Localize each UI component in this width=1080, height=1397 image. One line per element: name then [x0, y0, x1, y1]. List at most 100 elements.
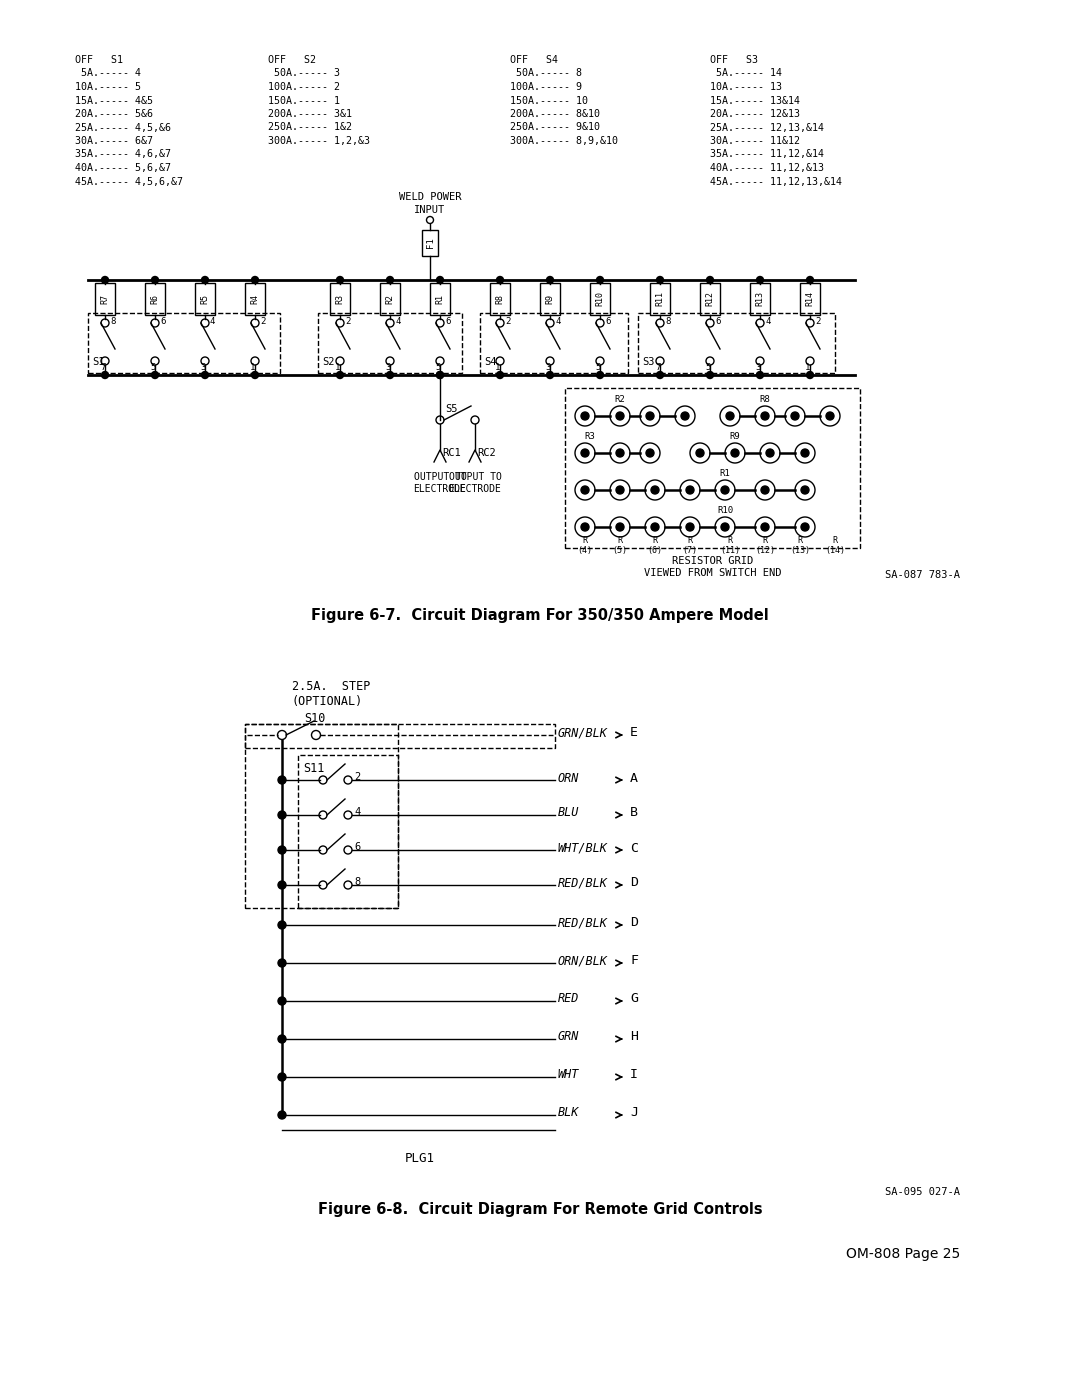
Circle shape	[791, 412, 799, 420]
Circle shape	[766, 448, 774, 457]
Circle shape	[278, 1111, 286, 1119]
Circle shape	[278, 921, 286, 929]
Text: 10A.----- 13: 10A.----- 13	[710, 82, 782, 92]
Text: 2: 2	[345, 317, 350, 327]
Text: 15A.----- 13&14: 15A.----- 13&14	[710, 95, 800, 106]
Circle shape	[657, 277, 663, 284]
Text: 2: 2	[505, 317, 511, 327]
Circle shape	[278, 958, 286, 967]
Text: 6: 6	[160, 317, 165, 327]
Text: 15A.----- 4&5: 15A.----- 4&5	[75, 95, 153, 106]
Text: R7: R7	[100, 293, 109, 305]
Text: R4: R4	[251, 293, 259, 305]
Text: 20A.----- 5&6: 20A.----- 5&6	[75, 109, 153, 119]
Text: RESISTOR GRID: RESISTOR GRID	[672, 556, 753, 566]
Bar	[380, 284, 400, 314]
Text: 8: 8	[110, 317, 116, 327]
Bar	[638, 313, 835, 373]
Text: OM-808 Page 25: OM-808 Page 25	[846, 1248, 960, 1261]
Circle shape	[102, 277, 108, 284]
Text: OFF   S4: OFF S4	[510, 54, 558, 66]
Bar	[145, 284, 165, 314]
Text: (6): (6)	[648, 546, 662, 555]
Text: R10: R10	[595, 292, 605, 306]
Text: 25A.----- 12,13,&14: 25A.----- 12,13,&14	[710, 123, 824, 133]
Text: 10A.----- 5: 10A.----- 5	[75, 82, 141, 92]
Circle shape	[151, 372, 159, 379]
Text: R1: R1	[719, 469, 730, 478]
Text: 2: 2	[260, 317, 266, 327]
Circle shape	[801, 522, 809, 531]
Text: S3: S3	[642, 358, 654, 367]
Circle shape	[581, 486, 589, 495]
Text: R8: R8	[759, 395, 770, 404]
Text: R2: R2	[386, 293, 394, 305]
Circle shape	[102, 372, 108, 379]
Bar	[480, 313, 627, 373]
Text: 4: 4	[555, 317, 561, 327]
Text: R: R	[582, 536, 588, 545]
Text: R13: R13	[756, 292, 765, 306]
Circle shape	[706, 372, 714, 379]
Bar	[590, 284, 610, 314]
Text: WHT/BLK: WHT/BLK	[558, 841, 608, 855]
Circle shape	[721, 522, 729, 531]
Text: 100A.----- 2: 100A.----- 2	[268, 82, 340, 92]
Text: R: R	[797, 536, 802, 545]
Circle shape	[436, 372, 444, 379]
Circle shape	[686, 486, 694, 495]
Circle shape	[497, 372, 503, 379]
Circle shape	[202, 277, 208, 284]
Text: INPUT: INPUT	[415, 205, 446, 215]
Circle shape	[546, 277, 554, 284]
Text: OUTPUT TO
ELECTRODE: OUTPUT TO ELECTRODE	[448, 472, 501, 493]
Text: 6: 6	[605, 317, 610, 327]
Circle shape	[696, 448, 704, 457]
Text: R2: R2	[615, 395, 625, 404]
Circle shape	[807, 277, 813, 284]
Text: 3: 3	[386, 363, 391, 372]
Text: 150A.----- 10: 150A.----- 10	[510, 95, 588, 106]
Text: 45A.----- 4,5,6,&7: 45A.----- 4,5,6,&7	[75, 176, 183, 187]
Circle shape	[278, 812, 286, 819]
Text: R3: R3	[584, 432, 595, 441]
Text: GRN: GRN	[558, 1031, 579, 1044]
Circle shape	[756, 372, 764, 379]
Text: 200A.----- 8&10: 200A.----- 8&10	[510, 109, 600, 119]
Text: (13): (13)	[789, 546, 810, 555]
Text: R9: R9	[545, 293, 554, 305]
Text: ORN: ORN	[558, 771, 579, 785]
Circle shape	[387, 277, 393, 284]
Text: 5: 5	[150, 363, 156, 372]
Circle shape	[387, 372, 393, 379]
Text: RED/BLK: RED/BLK	[558, 916, 608, 929]
Text: D: D	[630, 916, 638, 929]
Text: WELD POWER: WELD POWER	[399, 191, 461, 203]
Bar	[430, 284, 450, 314]
Circle shape	[616, 412, 624, 420]
Text: BLK: BLK	[558, 1106, 579, 1119]
Text: (7): (7)	[683, 546, 698, 555]
Text: 30A.----- 11&12: 30A.----- 11&12	[710, 136, 800, 147]
Text: (12): (12)	[755, 546, 775, 555]
Text: R9: R9	[730, 432, 741, 441]
Text: 4: 4	[210, 317, 215, 327]
Circle shape	[596, 277, 604, 284]
Bar	[195, 284, 215, 314]
Circle shape	[681, 412, 689, 420]
Bar	[800, 284, 820, 314]
Text: 3: 3	[755, 363, 760, 372]
Bar	[540, 284, 561, 314]
Text: Figure 6-8.  Circuit Diagram For Remote Grid Controls: Figure 6-8. Circuit Diagram For Remote G…	[318, 1201, 762, 1217]
Text: 6: 6	[445, 317, 450, 327]
Text: C: C	[630, 841, 638, 855]
Text: E: E	[630, 726, 638, 739]
Bar	[330, 284, 350, 314]
Circle shape	[686, 522, 694, 531]
Text: 45A.----- 11,12,13,&14: 45A.----- 11,12,13,&14	[710, 176, 842, 187]
Text: G: G	[630, 992, 638, 1006]
Text: 1: 1	[251, 363, 256, 372]
Circle shape	[616, 448, 624, 457]
Text: R: R	[688, 536, 692, 545]
Text: J: J	[630, 1106, 638, 1119]
